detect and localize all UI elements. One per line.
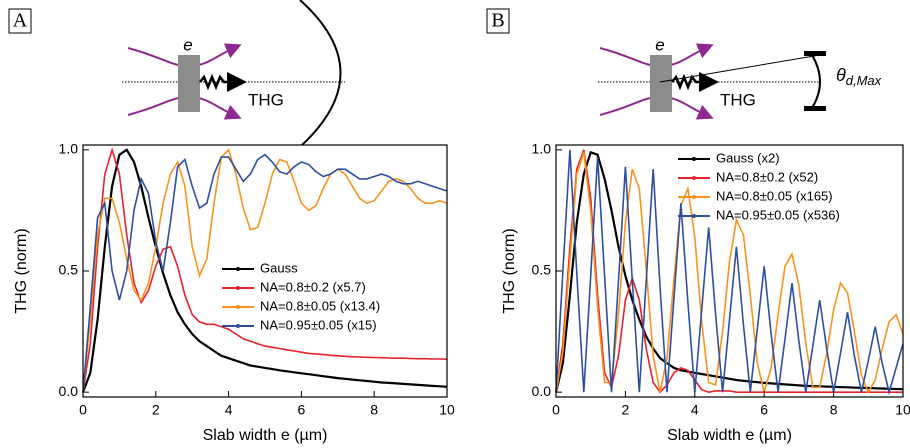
legend-marker [236,324,240,328]
legend-label: NA=0.95±0.05 (x536) [716,207,840,222]
schematic-a: A e THG [8,0,345,146]
legend-label: Gauss [260,260,298,275]
series-line [554,150,904,393]
panel-box [486,8,510,34]
legend-label: NA=0.8±0.05 (x165) [716,188,833,203]
x-tick-label: 0 [552,402,560,418]
x-tick-label: 2 [152,402,160,418]
detector-arc [299,0,342,146]
thg-arrow [671,72,719,92]
angle-line [659,54,821,83]
x-tick-label: 10 [439,402,455,418]
slab-label: e [183,35,192,54]
y-tick-label: 0.0 [532,383,552,399]
series-line [81,148,448,393]
angle-label: θd,Max [836,65,882,89]
angle-subscript: d,Max [846,73,882,88]
x-tick-label: 10 [895,402,910,418]
x-tick-label: 8 [370,402,378,418]
slab [178,55,200,112]
legend-marker [692,195,696,199]
y-tick-label: 0.5 [532,262,552,278]
series-line [82,148,448,393]
y-tick-label: 1.0 [532,141,552,157]
x-tick-label: 4 [225,402,233,418]
thg-arrow [199,72,247,92]
x-tick-label: 4 [691,402,699,418]
detector-edge [804,106,826,111]
legend-marker [692,214,696,218]
angle-symbol: θ [836,65,846,85]
y-tick-label: 0.0 [59,383,79,399]
x-tick-label: 0 [79,402,87,418]
legend-label: Gauss (x2) [716,150,780,165]
series-line [555,149,904,396]
slab [650,55,672,112]
panel-label: A [13,10,28,32]
y-axis-label: THG (norm) [13,228,30,313]
series-line [82,147,448,393]
legend-marker [236,286,240,290]
x-axis-label: Slab width e (µm) [667,427,792,444]
thg-label: THG [720,90,756,109]
x-tick-label: 8 [830,402,838,418]
schematic-b: B e THG θd,Max [486,8,882,120]
series-line [82,153,448,393]
y-tick-label: 0.5 [59,262,79,278]
x-axis-label: Slab width e (µm) [203,427,328,444]
y-tick-label: 1.0 [59,141,79,157]
slab-label: e [655,35,664,54]
x-tick-label: 2 [622,402,630,418]
series-line [555,149,903,394]
legend-label: NA=0.95±0.05 (x15) [260,317,377,332]
detector-arc [811,54,821,109]
panel-box [8,8,32,34]
legend-marker [692,157,696,161]
y-axis-label: THG (norm) [501,228,518,313]
legend-label: NA=0.8±0.2 (x5.7) [260,279,366,294]
legend-marker [236,305,240,309]
legend-label: NA=0.8±0.05 (x13.4) [260,298,380,313]
detector-edge [804,51,826,56]
panel-label: B [491,10,504,32]
x-tick-label: 6 [760,402,768,418]
legend-label: NA=0.8±0.2 (x52) [716,169,818,184]
thg-label: THG [248,90,284,109]
legend-marker [236,267,240,271]
x-tick-label: 6 [298,402,306,418]
legend-marker [692,176,696,180]
